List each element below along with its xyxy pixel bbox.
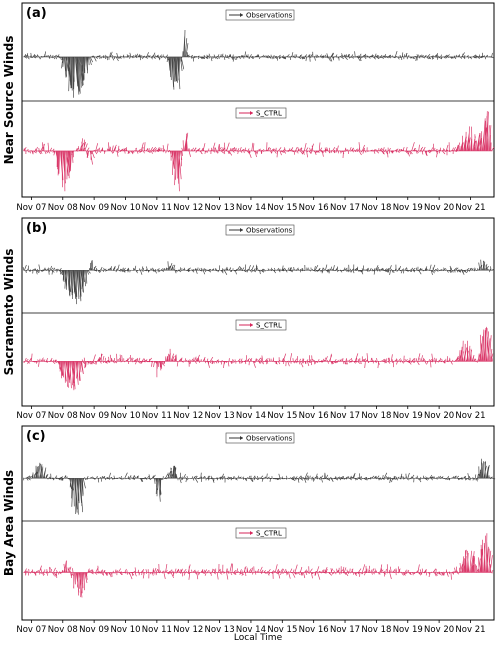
x-tick-label: Nov 11 <box>142 411 172 421</box>
x-tick-label: Nov 07 <box>16 411 46 421</box>
legend-arrow-icon <box>240 228 243 232</box>
x-tick-label: Nov 19 <box>393 203 423 213</box>
legend-box <box>235 527 287 539</box>
legend-label: S_CTRL <box>256 322 282 330</box>
legend-box <box>225 9 295 21</box>
wind-sticks <box>22 259 495 305</box>
series-s-ctrl: S_CTRL <box>23 527 494 598</box>
legend-label: S_CTRL <box>256 110 282 118</box>
series-observations: Observations <box>23 9 494 98</box>
x-tick-label: Nov 11 <box>142 203 172 213</box>
legend-label: S_CTRL <box>256 530 282 538</box>
x-tick-label: Nov 17 <box>330 203 360 213</box>
legend: S_CTRL <box>235 319 287 331</box>
wind-sticks <box>23 533 494 598</box>
x-tick-label: Nov 12 <box>173 625 203 635</box>
x-tick-label: Nov 07 <box>16 203 46 213</box>
x-tick-label: Nov 10 <box>110 203 140 213</box>
x-tick-label: Nov 18 <box>361 625 391 635</box>
row-label: Near Source Winds <box>2 36 16 165</box>
legend-label: Observations <box>246 435 293 443</box>
row-label: Sacramento Winds <box>2 249 16 376</box>
panel-frame <box>21 217 495 407</box>
legend-box <box>235 319 287 331</box>
wind-sticks <box>23 29 494 98</box>
panel-label: (b) <box>26 221 47 236</box>
x-tick-label: Nov 18 <box>361 203 391 213</box>
x-tick-label: Nov 15 <box>267 411 297 421</box>
x-tick-label: Nov 21 <box>455 411 485 421</box>
panel-label: (a) <box>26 6 47 21</box>
x-tick-label: Nov 07 <box>16 625 46 635</box>
series-observations: Observations <box>23 432 496 515</box>
wind-sticks <box>23 326 494 391</box>
x-tick-label: Nov 17 <box>330 625 360 635</box>
legend-box <box>235 107 287 119</box>
legend: S_CTRL <box>235 107 287 119</box>
x-tick-label: Nov 10 <box>110 411 140 421</box>
x-tick-label: Nov 09 <box>79 203 109 213</box>
legend-arrow-icon <box>240 436 243 440</box>
x-tick-label: Nov 14 <box>236 203 266 213</box>
x-tick-label: Nov 20 <box>424 203 454 213</box>
legend-label: Observations <box>246 12 293 20</box>
x-tick-label: Nov 14 <box>236 625 266 635</box>
x-tick-label: Nov 18 <box>361 411 391 421</box>
x-tick-label: Nov 13 <box>205 411 235 421</box>
x-tick-label: Nov 12 <box>173 203 203 213</box>
legend: Observations <box>225 9 295 21</box>
row-label: Bay Area Winds <box>2 470 16 576</box>
legend-label: Observations <box>246 227 293 235</box>
panel-frame <box>21 425 495 621</box>
legend: S_CTRL <box>235 527 287 539</box>
x-tick-label: Nov 19 <box>393 625 423 635</box>
x-tick-label: Nov 15 <box>267 203 297 213</box>
legend: Observations <box>225 432 295 444</box>
x-axis-label: Local Time <box>234 633 283 643</box>
legend-box <box>225 224 295 236</box>
legend-arrow-icon <box>250 111 253 115</box>
x-tick-label: Nov 10 <box>110 625 140 635</box>
x-tick-label: Nov 08 <box>48 625 78 635</box>
x-tick-label: Nov 20 <box>424 411 454 421</box>
x-tick-label: Nov 08 <box>48 411 78 421</box>
x-tick-label: Nov 21 <box>455 625 485 635</box>
wind-sticks <box>23 458 496 515</box>
legend-box <box>225 432 295 444</box>
panel-label: (c) <box>26 429 46 444</box>
x-tick-label: Nov 16 <box>299 203 329 213</box>
x-tick-label: Nov 13 <box>205 203 235 213</box>
x-tick-label: Nov 19 <box>393 411 423 421</box>
legend-arrow-icon <box>250 323 253 327</box>
x-tick-label: Nov 17 <box>330 411 360 421</box>
x-tick-label: Nov 14 <box>236 411 266 421</box>
x-tick-label: Nov 09 <box>79 625 109 635</box>
x-tick-label: Nov 16 <box>299 625 329 635</box>
x-tick-label: Nov 08 <box>48 203 78 213</box>
x-tick-label: Nov 12 <box>173 411 203 421</box>
x-tick-label: Nov 15 <box>267 625 297 635</box>
series-observations: Observations <box>22 224 495 305</box>
legend-arrow-icon <box>250 531 253 535</box>
x-tick-label: Nov 20 <box>424 625 454 635</box>
wind-sticks <box>23 111 495 192</box>
x-tick-label: Nov 09 <box>79 411 109 421</box>
series-s-ctrl: S_CTRL <box>23 319 494 391</box>
x-tick-label: Nov 13 <box>205 625 235 635</box>
legend: Observations <box>225 224 295 236</box>
series-s-ctrl: S_CTRL <box>23 107 495 192</box>
x-tick-label: Nov 11 <box>142 625 172 635</box>
panel-frame <box>21 2 495 198</box>
legend-arrow-icon <box>240 13 243 17</box>
x-tick-label: Nov 21 <box>455 203 485 213</box>
x-tick-label: Nov 16 <box>299 411 329 421</box>
